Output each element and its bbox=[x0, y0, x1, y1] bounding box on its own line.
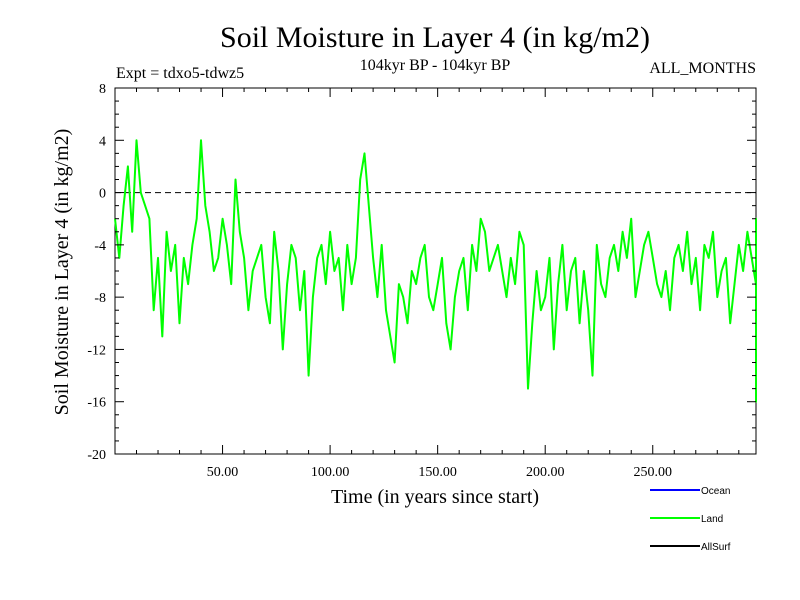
legend: Ocean Land AllSurf bbox=[650, 486, 731, 553]
y-axis-label: Soil Moisture in Layer 4 (in kg/m2) bbox=[51, 129, 73, 416]
x-tick-label: 200.00 bbox=[526, 465, 565, 480]
y-tick-label: 0 bbox=[99, 187, 106, 202]
x-tick-label: 50.00 bbox=[207, 465, 239, 480]
x-tick-label: 150.00 bbox=[418, 465, 457, 480]
y-tick-label: -20 bbox=[87, 448, 106, 463]
x-axis-label: Time (in years since start) bbox=[331, 486, 539, 508]
y-tick-label: -4 bbox=[94, 239, 106, 254]
period-label: 104kyr BP - 104kyr BP bbox=[360, 57, 511, 74]
y-tick-label: 8 bbox=[99, 82, 106, 97]
experiment-label: Expt = tdxo5-tdwz5 bbox=[116, 65, 244, 82]
legend-label-ocean: Ocean bbox=[701, 486, 730, 497]
y-tick-label: -8 bbox=[94, 291, 106, 306]
y-tick-label: 4 bbox=[99, 134, 106, 149]
plot-frame bbox=[114, 87, 757, 455]
y-tick-label: -16 bbox=[87, 396, 106, 411]
series-line-land bbox=[114, 139, 757, 403]
months-label: ALL_MONTHS bbox=[649, 60, 756, 77]
plot-area bbox=[114, 87, 757, 455]
chart-title: Soil Moisture in Layer 4 (in kg/m2) bbox=[220, 21, 650, 54]
x-tick-label: 100.00 bbox=[311, 465, 350, 480]
x-tick-label: 250.00 bbox=[634, 465, 673, 480]
legend-label-land: Land bbox=[701, 514, 723, 525]
y-tick-label: -12 bbox=[87, 343, 106, 358]
legend-label-allsurf: AllSurf bbox=[701, 542, 731, 553]
